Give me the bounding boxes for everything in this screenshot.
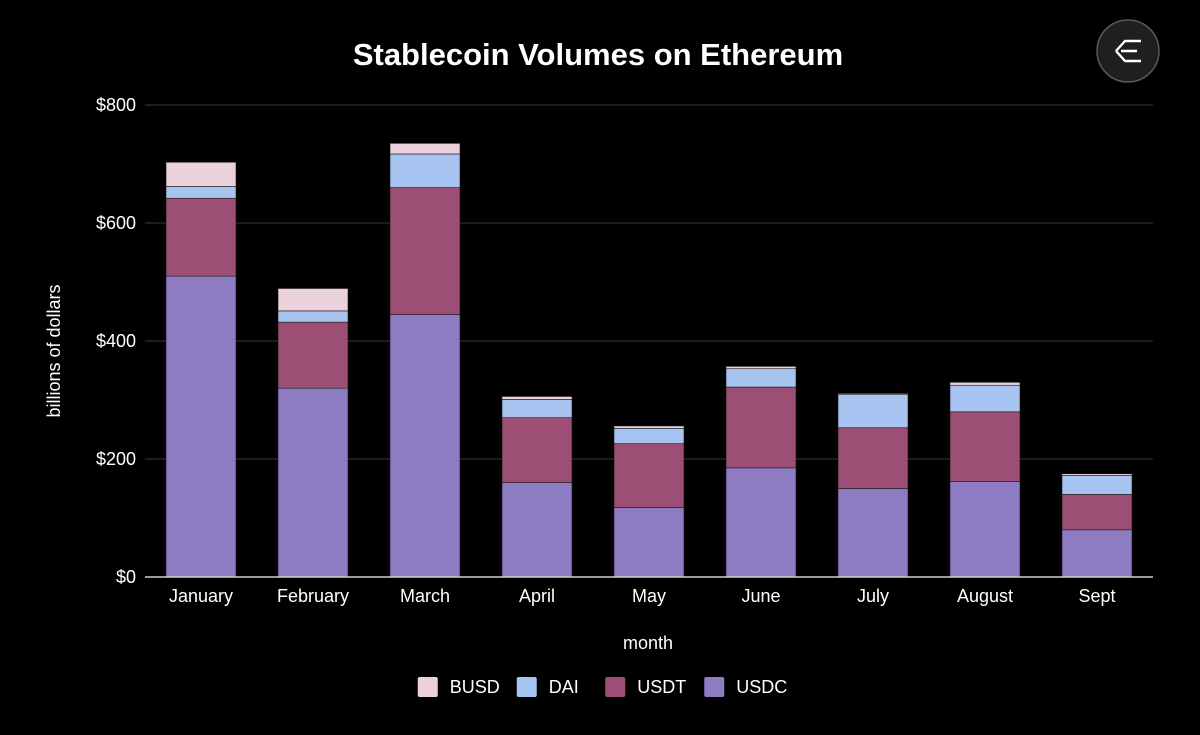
bar-april-usdt bbox=[501, 417, 573, 483]
legend-swatch-usdc bbox=[704, 677, 725, 697]
bar-sept-usdc bbox=[1061, 529, 1133, 578]
y-tick-label: $600 bbox=[96, 213, 136, 233]
bar-february-busd bbox=[277, 288, 349, 312]
bar-august-usdc bbox=[949, 481, 1021, 578]
x-axis-tick-labels: January February March April May June July Augu… bbox=[169, 586, 1116, 606]
bar-february-usdt bbox=[277, 321, 349, 389]
bar-july-usdt bbox=[837, 427, 909, 489]
legend-swatch-usdt bbox=[605, 677, 626, 697]
bar-june-usdc bbox=[725, 467, 797, 578]
bar-march-usdc bbox=[389, 314, 461, 578]
bar-july-usdc bbox=[837, 488, 909, 578]
bar-may-dai bbox=[613, 428, 685, 444]
x-tick-label: August bbox=[957, 586, 1013, 606]
bar-january-dai bbox=[165, 186, 237, 199]
bar-april-dai bbox=[501, 399, 573, 419]
bar-august-dai bbox=[949, 384, 1021, 413]
bar-january-usdt bbox=[165, 197, 237, 277]
x-tick-label: June bbox=[741, 586, 780, 606]
x-tick-label: May bbox=[632, 586, 666, 606]
bar-march-usdt bbox=[389, 187, 461, 315]
x-tick-label: February bbox=[277, 586, 349, 606]
legend-label: BUSD bbox=[450, 677, 500, 697]
y-axis-title: billions of dollars bbox=[44, 284, 64, 417]
x-tick-label: March bbox=[400, 586, 450, 606]
legend-item-dai: DAI bbox=[516, 677, 579, 697]
bars bbox=[165, 143, 1133, 578]
bar-june-dai bbox=[725, 368, 797, 388]
bar-february-usdc bbox=[277, 387, 349, 578]
legend-item-busd: BUSD bbox=[417, 677, 500, 697]
bar-may-busd bbox=[613, 425, 685, 429]
x-tick-label: Sept bbox=[1078, 586, 1115, 606]
x-tick-label: January bbox=[169, 586, 233, 606]
bar-march-dai bbox=[389, 153, 461, 188]
bar-july-dai bbox=[837, 394, 909, 429]
chart-title: Stablecoin Volumes on Ethereum bbox=[353, 37, 843, 72]
y-tick-label: $200 bbox=[96, 449, 136, 469]
bar-may-usdt bbox=[613, 443, 685, 508]
x-tick-label: April bbox=[519, 586, 555, 606]
bar-april-usdc bbox=[501, 482, 573, 578]
legend-label: DAI bbox=[549, 677, 579, 697]
bar-january-busd bbox=[165, 161, 237, 187]
bar-july-busd bbox=[837, 393, 909, 395]
x-tick-label: July bbox=[857, 586, 889, 606]
bar-june-busd bbox=[725, 366, 797, 370]
bar-sept-dai bbox=[1061, 475, 1133, 495]
y-tick-label: $400 bbox=[96, 331, 136, 351]
x-axis-title: month bbox=[623, 633, 673, 653]
bar-march-busd bbox=[389, 143, 461, 155]
legend-item-usdt: USDT bbox=[605, 677, 686, 697]
legend-label: USDT bbox=[637, 677, 686, 697]
bar-august-usdt bbox=[949, 411, 1021, 482]
exponential-logo-icon[interactable] bbox=[1096, 19, 1160, 83]
legend-swatch-dai bbox=[516, 677, 537, 697]
y-tick-label: $800 bbox=[96, 95, 136, 115]
bar-sept-usdt bbox=[1061, 494, 1133, 531]
bar-sept-busd bbox=[1061, 473, 1133, 476]
y-axis-tick-labels: $0 $200 $400 $600 $800 bbox=[96, 95, 136, 587]
bar-may-usdc bbox=[613, 507, 685, 578]
y-tick-label: $0 bbox=[116, 567, 136, 587]
bar-april-busd bbox=[501, 396, 573, 400]
bar-august-busd bbox=[949, 381, 1021, 386]
legend-swatch-busd bbox=[417, 677, 438, 697]
legend-label: USDC bbox=[736, 677, 787, 697]
legend: BUSD DAI USDT USDC bbox=[417, 677, 787, 697]
bar-january-usdc bbox=[165, 275, 237, 578]
legend-item-usdc: USDC bbox=[704, 677, 787, 697]
bar-february-dai bbox=[277, 310, 349, 323]
bar-june-usdt bbox=[725, 386, 797, 469]
